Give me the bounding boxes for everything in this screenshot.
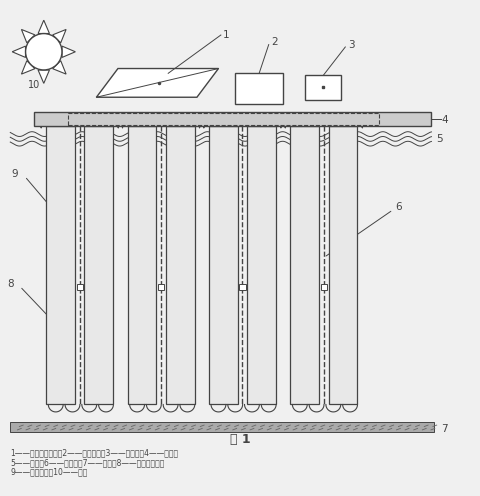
Bar [247,126,276,404]
Text: 5: 5 [436,134,443,144]
Polygon shape [53,29,66,43]
Bar [76,284,83,290]
Text: 6: 6 [396,202,402,212]
Polygon shape [22,61,35,74]
Bar [290,126,319,404]
Polygon shape [96,68,218,97]
Text: 3: 3 [348,40,354,50]
Text: 8: 8 [7,279,13,289]
Bar [235,73,283,105]
Bar [328,126,357,404]
Circle shape [25,34,62,70]
Bar [209,126,238,404]
Text: 2: 2 [271,37,278,47]
Bar [305,75,340,100]
Text: 1——太阳能电池板；2——电源装置；3——空气泵；4——浮筏；: 1——太阳能电池板；2——电源装置；3——空气泵；4——浮筏； [10,448,179,457]
Bar [158,284,164,290]
Polygon shape [62,46,75,58]
Bar [46,126,75,404]
Bar [240,284,245,290]
Polygon shape [38,70,49,83]
Text: 7: 7 [441,424,448,434]
Text: 1: 1 [223,30,230,40]
Text: 9: 9 [12,169,18,179]
Bar [34,112,432,126]
Bar [128,126,156,404]
Polygon shape [22,29,35,43]
Text: 图 1: 图 1 [230,434,250,446]
Text: 10: 10 [28,80,40,90]
Polygon shape [38,20,49,34]
Bar [10,422,434,433]
Polygon shape [12,46,25,58]
Text: 9——生物载体；10——太阳: 9——生物载体；10——太阳 [10,467,88,476]
Text: 4: 4 [441,115,448,125]
Bar [84,126,113,404]
Bar [68,113,379,125]
Bar [166,126,194,404]
Text: 5——水面；6——空气管；7——水底；8——充氧提升器；: 5——水面；6——空气管；7——水底；8——充氧提升器； [10,458,165,467]
Polygon shape [53,61,66,74]
Bar [321,284,327,290]
